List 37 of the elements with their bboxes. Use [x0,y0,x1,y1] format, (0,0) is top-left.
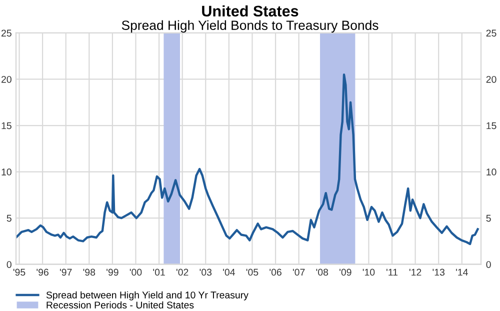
x-tick-label: '99 [106,268,118,276]
legend-label: Recession Periods - United States [46,301,194,308]
line-series [16,74,479,246]
y2-tick-label: 10 [486,168,496,176]
x-tick-label: '96 [36,268,48,276]
x-tick-label: '07 [292,268,305,276]
x-tick-label: '09 [340,268,352,276]
x-tick-label: '03 [200,268,212,276]
x-tick-label: '11 [386,268,398,276]
y-tick-label: 5 [6,214,12,222]
y-tick-label: 15 [2,122,12,130]
x-tick-label: '13 [432,268,445,276]
y-tick-label: 0 [6,261,12,268]
x-tick-label: '12 [409,268,422,276]
x-tick-label: '06 [270,268,282,276]
chart-title: United States [202,5,298,17]
x-tick-label: '05 [246,268,258,276]
x-tick-label: '95 [13,268,26,276]
y-tick-label: 25 [2,30,12,37]
y-tick-label: 20 [2,76,12,83]
x-tick-label: '97 [60,268,72,276]
x-tick-label: '02 [176,268,188,276]
y2-tick-label: 15 [486,122,496,130]
y-tick-label: 10 [2,168,12,176]
y2-tick-label: 25 [486,30,496,37]
x-tick-label: '04 [223,268,235,276]
x-tick-label: '14 [456,268,468,276]
legend-label: Spread between High Yield and 10 Yr Treasury [46,291,248,300]
x-tick-label: '01 [153,268,165,276]
x-tick-label: '08 [316,268,328,276]
x-tick-label: '00 [130,268,142,276]
chart-subtitle: Spread High Yield Bonds to Treasury Bonds [122,20,378,33]
x-tick-label: '98 [83,268,96,276]
x-tick-label: '10 [362,268,375,276]
y2-tick-label: 5 [486,214,491,222]
y2-tick-label: 20 [486,76,496,83]
y2-tick-label: 0 [486,261,491,268]
